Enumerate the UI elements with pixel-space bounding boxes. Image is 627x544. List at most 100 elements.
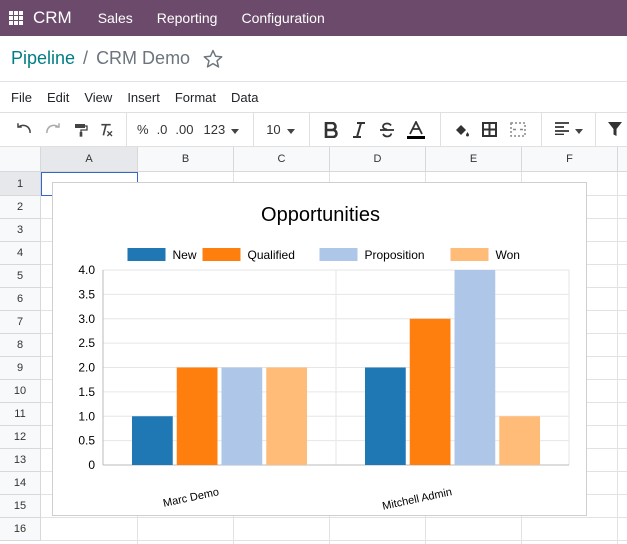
row-header-1[interactable]: 1 [0, 172, 41, 196]
menu-configuration[interactable]: Configuration [241, 10, 325, 26]
opportunities-chart[interactable]: Opportunities New Qualified Proposition Won 0… [52, 182, 587, 516]
menu-sales[interactable]: Sales [97, 10, 133, 26]
spreadsheet-toolbar: % .0 .00 123 10 [0, 112, 627, 147]
legend-swatch [319, 248, 358, 261]
row-header-11[interactable]: 11 [0, 403, 41, 426]
gridline [41, 540, 627, 541]
toolbar-divider [253, 112, 255, 147]
decrease-decimal-button[interactable]: .0 [156, 122, 168, 137]
row-header-12[interactable]: 12 [0, 426, 41, 449]
bar-qualified-1 [176, 367, 218, 465]
top-navbar: CRM Sales Reporting Configuration [0, 0, 627, 36]
app-brand[interactable]: CRM [33, 8, 72, 27]
bar-proposition-1 [221, 367, 263, 465]
y-tick-label: 0.5 [78, 434, 95, 448]
row-header-8[interactable]: 8 [0, 334, 41, 357]
legend-label: New [173, 248, 197, 262]
column-header-f[interactable]: F [522, 147, 618, 172]
menu-insert[interactable]: Insert [127, 89, 160, 105]
bar-won-2 [499, 416, 540, 465]
breadcrumb-pipeline-link[interactable]: Pipeline [11, 48, 76, 68]
column-header-d[interactable]: D [330, 147, 426, 172]
breadcrumb-separator: / [83, 48, 89, 68]
bar-new-2 [365, 367, 406, 465]
row-header-5[interactable]: 5 [0, 265, 41, 288]
font-size-value: 10 [266, 122, 281, 137]
column-header-e[interactable]: E [426, 147, 522, 172]
horizontal-align-dropdown[interactable] [554, 117, 583, 143]
apps-menu-icon[interactable] [9, 11, 23, 25]
x-tick-label: Mitchell Admin [381, 486, 453, 512]
align-left-icon [554, 121, 570, 138]
y-tick-label: 1.0 [78, 409, 95, 423]
borders-icon[interactable] [479, 117, 501, 143]
toolbar-divider [308, 112, 310, 147]
chart-canvas: Opportunities New Qualified Proposition Won 0… [78, 204, 570, 513]
paint-format-icon[interactable] [70, 117, 92, 143]
menu-file[interactable]: File [11, 89, 32, 105]
column-header-a[interactable]: A [41, 147, 138, 172]
favorite-star-icon[interactable] [202, 48, 224, 70]
bar-new-1 [132, 416, 173, 465]
increase-decimal-button[interactable]: .00 [175, 122, 194, 137]
filter-icon[interactable] [604, 117, 626, 143]
row-header-15[interactable]: 15 [0, 495, 41, 518]
legend-label: Won [496, 248, 520, 262]
bar-won-1 [266, 367, 307, 465]
page-title: CRM Demo [96, 48, 191, 68]
y-tick-label: 3.0 [78, 312, 95, 326]
strikethrough-icon[interactable] [376, 117, 398, 143]
column-header-b[interactable]: B [138, 147, 234, 172]
menu-edit[interactable]: Edit [46, 89, 70, 105]
y-tick-label: 0 [88, 458, 95, 472]
row-header-4[interactable]: 4 [0, 242, 41, 265]
legend-swatch [127, 248, 166, 261]
row-header-14[interactable]: 14 [0, 472, 41, 495]
x-tick-label: Marc Demo [162, 486, 220, 510]
y-tick-label: 1.5 [78, 385, 95, 399]
toolbar-divider [540, 112, 542, 147]
row-header-3[interactable]: 3 [0, 219, 41, 242]
y-tick-label: 4.0 [78, 263, 95, 277]
gridline [41, 517, 627, 518]
number-format-value: 123 [203, 122, 226, 137]
format-percent-button[interactable]: % [137, 122, 149, 137]
bar-proposition-2 [454, 270, 496, 465]
column-header-c[interactable]: C [234, 147, 330, 172]
row-header-6[interactable]: 6 [0, 288, 41, 311]
redo-icon[interactable] [41, 117, 65, 143]
fill-color-icon[interactable] [451, 117, 473, 143]
text-color-icon[interactable] [404, 117, 428, 143]
toolbar-divider [594, 112, 596, 147]
row-header-13[interactable]: 13 [0, 449, 41, 472]
clear-format-icon[interactable] [95, 117, 117, 143]
legend-swatch [202, 248, 241, 261]
spreadsheet-menubar: File Edit View Insert Format Data [0, 82, 627, 112]
bar-qualified-2 [409, 318, 451, 465]
bold-icon[interactable] [320, 117, 342, 143]
menu-format[interactable]: Format [174, 89, 216, 105]
chart-title: Opportunities [261, 204, 380, 226]
row-header-10[interactable]: 10 [0, 380, 41, 403]
menu-view[interactable]: View [84, 89, 113, 105]
legend-swatch [450, 248, 489, 261]
menu-reporting[interactable]: Reporting [156, 10, 218, 26]
y-tick-label: 2.0 [78, 361, 95, 375]
number-format-dropdown[interactable]: 123 [203, 117, 240, 143]
caret-down-icon [574, 122, 583, 137]
column-header-g[interactable] [618, 147, 627, 172]
row-header-9[interactable]: 9 [0, 357, 41, 380]
row-header-7[interactable]: 7 [0, 311, 41, 334]
y-tick-label: 3.5 [78, 287, 95, 301]
font-size-dropdown[interactable]: 10 [266, 117, 295, 143]
caret-down-icon [231, 122, 240, 137]
breadcrumb: Pipeline / CRM Demo [0, 36, 627, 82]
undo-icon[interactable] [12, 117, 36, 143]
merge-cells-icon[interactable] [507, 117, 529, 143]
row-header-2[interactable]: 2 [0, 196, 41, 219]
italic-icon[interactable] [348, 117, 370, 143]
row-header-16[interactable]: 16 [0, 518, 41, 541]
grid-corner [0, 147, 41, 172]
legend-label: Proposition [365, 248, 425, 262]
menu-data[interactable]: Data [231, 89, 259, 105]
